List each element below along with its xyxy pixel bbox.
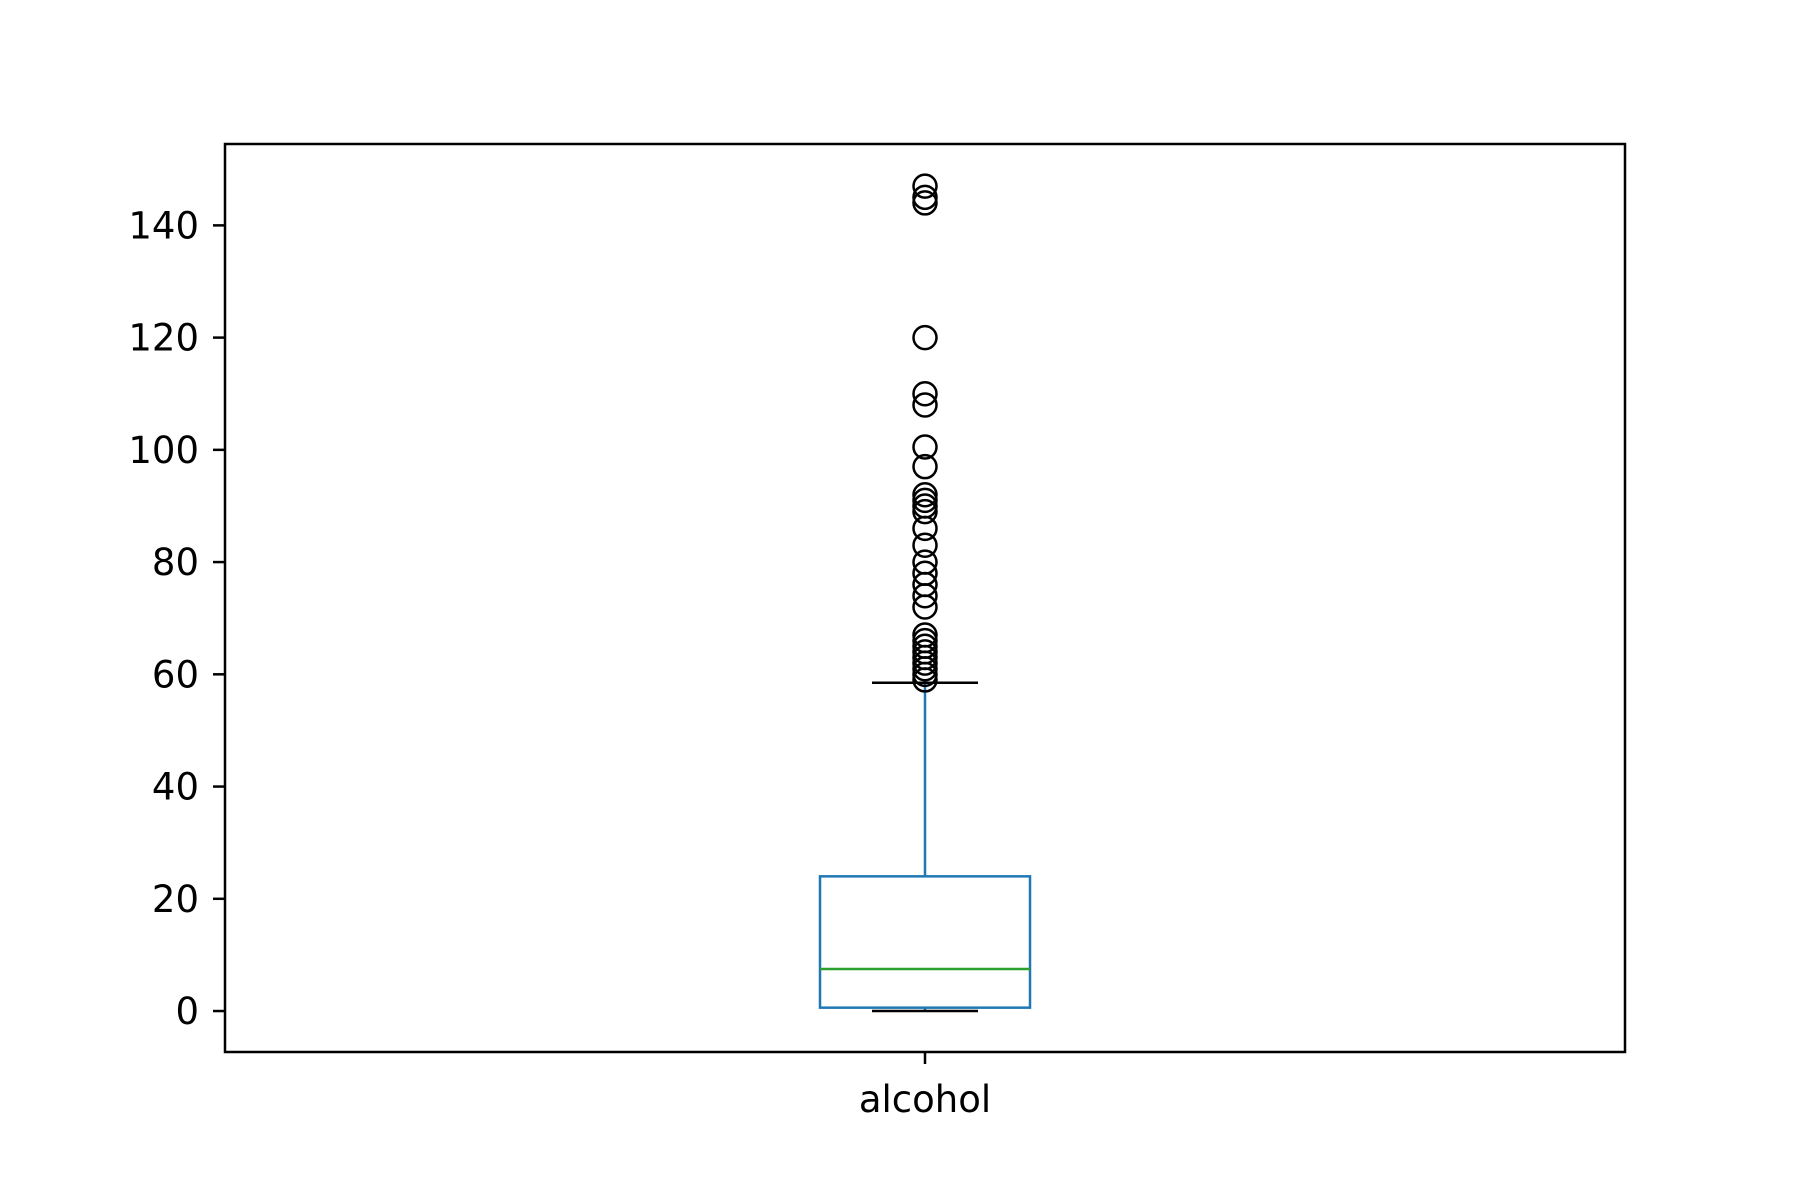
x-axis: alcohol <box>859 1052 991 1121</box>
outlier-point <box>912 487 938 514</box>
y-tick-label: 0 <box>175 990 199 1033</box>
y-tick-label: 60 <box>152 653 199 696</box>
outlier-point <box>912 627 938 654</box>
outlier-point <box>912 184 938 211</box>
outlier-point <box>912 324 938 351</box>
outlier-point <box>912 532 938 558</box>
outlier-point <box>912 549 938 575</box>
outlier-point <box>912 622 938 648</box>
y-tick-label: 80 <box>152 541 199 584</box>
outlier-point <box>912 639 938 665</box>
y-tick-label: 40 <box>152 766 199 809</box>
outlier-point <box>912 453 938 480</box>
outlier-point <box>912 560 938 587</box>
plot-area <box>818 173 1032 1013</box>
box-group-alcohol <box>818 173 1032 1013</box>
outlier-point <box>912 392 938 418</box>
outlier-point <box>912 380 938 407</box>
y-tick-label: 100 <box>128 429 199 472</box>
outlier-point <box>912 173 938 199</box>
outlier-point <box>912 493 938 519</box>
y-axis: 0 20 40 60 80 100 120 140 <box>128 204 225 1033</box>
y-tick-label: 140 <box>128 204 199 247</box>
outlier-point <box>912 481 938 508</box>
y-tick-label: 20 <box>152 878 199 921</box>
outlier-point <box>912 190 938 216</box>
outlier-point <box>912 498 938 525</box>
y-tick-label: 120 <box>128 317 199 360</box>
x-tick-label: alcohol <box>859 1078 991 1121</box>
outlier-point <box>912 633 938 660</box>
outlier-point <box>912 434 938 460</box>
iqr-box <box>818 875 1032 1009</box>
